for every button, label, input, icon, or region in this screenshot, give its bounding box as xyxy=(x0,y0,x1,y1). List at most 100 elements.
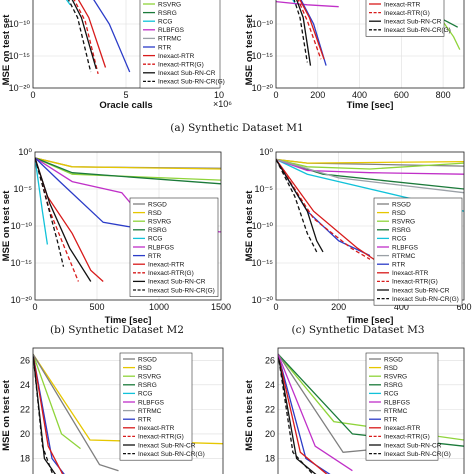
series-line-inexact-sub-rn-cr-g- xyxy=(278,354,314,474)
series-line-inexact-sub-rn-cr-g- xyxy=(35,157,65,267)
series-line-rlbfgs xyxy=(276,0,339,8)
y-tick-label: 10⁻¹⁰ xyxy=(252,19,274,29)
legend: RSGDRSDRSVRGRSRGRCGRLBFGSRTRMCRTRInexact… xyxy=(373,197,463,306)
legend-entry-label: RTRMC xyxy=(392,253,416,260)
axes-frame xyxy=(277,347,465,474)
series-line-inexact-sub-rn-cr xyxy=(278,353,317,474)
x-tick-label: 200 xyxy=(331,302,346,312)
legend-entry-label: RCG xyxy=(158,19,172,26)
legend-entry-label: Inexact Sub-RN-CR(G) xyxy=(138,451,205,458)
legend-box xyxy=(373,197,463,306)
legend-entry-label: Inexact-RTR xyxy=(392,270,429,277)
legend-entry-label: Inexact-RTR xyxy=(384,1,421,8)
axes-frame xyxy=(34,151,222,301)
legend-entry-label: RTR xyxy=(392,262,406,269)
y-tick-label: 10⁰ xyxy=(259,147,273,157)
legend-entry-label: RLBFGS xyxy=(158,27,185,34)
x-tick-label: 1000 xyxy=(149,302,169,312)
x-tick-label: 200 xyxy=(310,90,325,100)
legend-entry-label: Inexact Sub-RN-CR xyxy=(158,70,216,77)
legend-entry-label: Inexact-RTR(G) xyxy=(384,10,430,17)
legend-entry-label: Inexact Sub-RN-CR(G) xyxy=(148,287,215,294)
x-tick-label: 600 xyxy=(394,90,409,100)
y-tick-label: 10⁻⁵ xyxy=(14,184,33,194)
series-line-inexact-sub-rn-cr-g- xyxy=(33,354,54,474)
series-line-rsvrg xyxy=(276,158,464,170)
series-line-inexact-sub-rn-cr xyxy=(71,0,97,69)
series-group xyxy=(65,0,131,75)
series-line-rsrg xyxy=(35,157,221,185)
legend-entry-label: RCG xyxy=(138,391,152,398)
caption-m1: (a) Synthetic Dataset M1 xyxy=(170,122,303,134)
legend-entry-label: RSGD xyxy=(148,201,167,208)
x-tick-label: 0 xyxy=(273,302,278,312)
y-tick-label: 10⁻¹⁰ xyxy=(11,221,33,231)
chart-m4-right: 26 24 22 20 18 MSE on test set RSGD RSD RSVRGRSR… xyxy=(244,347,465,474)
x-axis-label: Time [sec] xyxy=(105,315,152,326)
caption-m3: (c) Synthetic Dataset M3 xyxy=(291,324,424,336)
legend-entry-label: RTR xyxy=(384,417,398,424)
series-line-rtr xyxy=(278,353,331,474)
y-tick-label: 22 xyxy=(265,404,275,414)
chart-m2-time: 10⁰ 10⁻⁵ 10⁻¹⁰ 10⁻¹⁵ 10⁻²⁰0 500 1000 1500 Time [… xyxy=(1,147,231,326)
legend: RSGDRSDRSVRGRSRGRCGRLBFGSRTRMCRTRInexact… xyxy=(119,352,205,461)
series-line-inexact-rtr-g- xyxy=(73,0,99,75)
y-tick-label: 26 xyxy=(265,355,275,365)
y-tick-label: 10⁻⁵ xyxy=(255,184,274,194)
legend-entry-label: RSVRG xyxy=(138,374,161,381)
y-tick-label: 10⁻¹⁰ xyxy=(252,221,274,231)
series-line-inexact-rtr-g- xyxy=(276,159,371,260)
legend-entry-label: RTR xyxy=(138,417,152,424)
legend-entry-label: RSRG xyxy=(158,10,177,17)
legend-entry-label: RCG xyxy=(392,236,406,243)
legend-entry-label: RLBFGS xyxy=(392,244,419,251)
series-line-rsgd xyxy=(33,353,119,472)
legend-entry-label: Inexact Sub-RN-CR xyxy=(392,287,450,294)
series-line-inexact-rtr xyxy=(299,0,325,60)
legend-entry-label: RSRG xyxy=(384,382,403,389)
legend-entry-label: RTR xyxy=(158,44,172,51)
series-line-rlbfgs xyxy=(278,353,353,472)
y-tick-label: 18 xyxy=(265,453,275,463)
legend-entry-label: RCG xyxy=(384,391,398,398)
x-tick-label: 500 xyxy=(89,302,104,312)
legend-entry-label: RSVRG xyxy=(384,374,407,381)
legend-box xyxy=(365,352,439,461)
legend: RSGDRSDRSVRGRSRGRCGRLBFGSRTRMCRTRInexact… xyxy=(365,352,451,461)
legend-entry-label: RSRG xyxy=(392,227,411,234)
y-tick-label: 10⁻¹⁵ xyxy=(252,258,274,268)
series-line-rsvrg xyxy=(33,353,81,450)
series-line-rtrmc xyxy=(276,158,464,194)
series-line-rsd xyxy=(35,157,221,170)
series-line-rcg xyxy=(65,0,71,6)
axes-frame xyxy=(32,347,224,474)
series-line-inexact-sub-rn-cr-g- xyxy=(293,0,308,63)
legend-entry-label: RTR xyxy=(148,253,162,260)
legend-entry-label: Inexact Sub-RN-CR xyxy=(138,442,196,449)
x-tick-label: 800 xyxy=(436,90,451,100)
series-line-rlbfgs xyxy=(276,158,464,175)
legend-entry-label: Inexact-RTR(G) xyxy=(384,434,430,441)
axes-frame xyxy=(275,0,465,89)
y-tick-label: 10⁻¹⁵ xyxy=(9,51,31,61)
legend-entry-label: Inexact Sub-RN-CR(G) xyxy=(384,27,451,34)
legend-entry-label: RLBFGS xyxy=(384,399,411,406)
y-tick-label: 26 xyxy=(20,355,30,365)
y-axis-label: MSE on test set xyxy=(1,379,12,451)
legend-entry-label: Inexact-RTR(G) xyxy=(392,279,438,286)
series-line-inexact-sub-rn-cr-g- xyxy=(276,159,318,253)
series-group xyxy=(35,157,221,282)
y-tick-label: 10⁻¹⁵ xyxy=(252,51,274,61)
legend-entry-label: RSD xyxy=(148,210,162,217)
legend-entry-label: RSVRG xyxy=(148,219,171,226)
series-line-rcg xyxy=(35,157,49,245)
y-tick-label: 18 xyxy=(20,453,30,463)
legend-entry-label: Inexact-RTR(G) xyxy=(138,434,184,441)
series-line-inexact-rtr xyxy=(77,0,107,68)
y-tick-label: 10⁻¹⁵ xyxy=(11,258,33,268)
legend-entry-label: RLBFGS xyxy=(148,244,175,251)
chart-m1-oracle: 10⁻¹⁰ 10⁻¹⁵ 10⁻²⁰0 5 10×10⁶ Oracle calls MSE o… xyxy=(1,0,232,111)
x-axis-label: Time [sec] xyxy=(347,315,394,326)
